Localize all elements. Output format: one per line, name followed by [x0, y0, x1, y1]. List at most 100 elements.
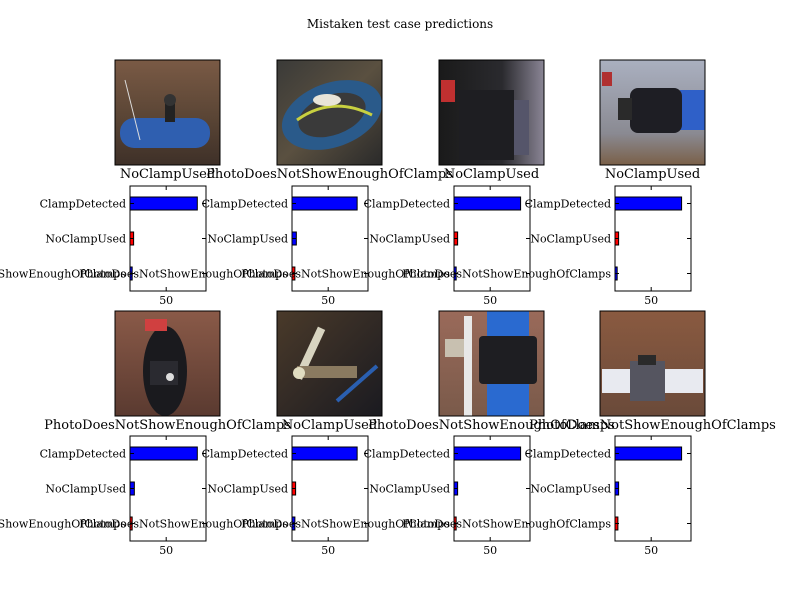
- red-part-shape: [145, 319, 167, 331]
- blue-pipe-shape: [335, 364, 379, 403]
- ytick-label: PhotoDoesNotShowEnoughOfClamps: [0, 518, 126, 531]
- wire-shape: [124, 79, 141, 141]
- photo-background: [277, 311, 382, 416]
- photo-true-label: PhotoDoesNotShowEnoughOfClamps: [529, 418, 776, 433]
- sample-photo: [438, 310, 545, 417]
- photo-frame: [438, 59, 545, 166]
- ytick-label: ClampDetected: [202, 448, 288, 461]
- ytick-label: NoClampUsed: [207, 233, 288, 246]
- white-pipe-shape: [464, 316, 472, 416]
- ytick-label: PhotoDoesNotShowEnoughOfClamps: [241, 268, 450, 281]
- xtick-label: 50: [159, 294, 173, 307]
- photo-frame: [114, 59, 221, 166]
- probability-bar: [291, 446, 358, 461]
- fitting-shape: [150, 361, 178, 385]
- ytick-label: ClampDetected: [525, 448, 611, 461]
- flange-shape: [514, 100, 529, 155]
- sample-photo: [438, 59, 545, 166]
- ytick-label: ClampDetected: [364, 448, 450, 461]
- pipe-shape: [120, 118, 210, 148]
- photo-frame: [438, 310, 545, 417]
- prediction-bar-chart: ClampDetected NoClampUsed PhotoDoesNotShow…: [241, 435, 531, 557]
- valve-shape: [165, 100, 175, 122]
- photo-true-label: NoClampUsed: [282, 418, 377, 433]
- sample-photo: [276, 310, 383, 417]
- valve-handle-shape: [164, 94, 176, 106]
- tape-shape: [296, 104, 373, 122]
- valve-shape: [297, 366, 357, 378]
- ytick-label: PhotoDoesNotShowEnoughOfClamps: [79, 518, 288, 531]
- ytick-label: NoClampUsed: [369, 483, 450, 496]
- ytick-label: NoClampUsed: [369, 233, 450, 246]
- prediction-bar-chart: ClampDetected NoClampUsed PhotoDoesNotShow…: [402, 435, 692, 557]
- coupling-shape: [479, 336, 537, 384]
- probability-bar: [129, 446, 198, 461]
- prediction-bar-chart: ClampDetected NoClampUsed PhotoDoesNotShow…: [79, 435, 369, 557]
- prediction-bar-chart: ClampDetected NoClampUsed PhotoDoesNotShow…: [0, 435, 207, 557]
- fitting-shape: [459, 90, 514, 160]
- clamp-shape: [630, 361, 665, 401]
- ytick-label: ClampDetected: [525, 198, 611, 211]
- ytick-label: PhotoDoesNotShowEnoughOfClamps: [0, 268, 126, 281]
- photo-true-label: PhotoDoesNotShowEnoughOfClamps: [44, 418, 291, 433]
- ytick-label: NoClampUsed: [530, 483, 611, 496]
- photo-frame: [114, 310, 221, 417]
- xtick-label: 50: [644, 294, 658, 307]
- xtick-label: 50: [483, 544, 497, 557]
- sample-photo: [276, 59, 383, 166]
- fitting-shape: [618, 98, 632, 120]
- probability-bar: [291, 196, 358, 211]
- ytick-label: NoClampUsed: [530, 233, 611, 246]
- photo-true-label: NoClampUsed: [444, 167, 539, 182]
- pipe-shape: [680, 90, 705, 130]
- photo-frame: [276, 310, 383, 417]
- bolt-shape: [638, 355, 656, 365]
- photo-frame: [276, 59, 383, 166]
- probability-bar: [614, 196, 683, 211]
- xtick-label: 50: [321, 544, 335, 557]
- prediction-bar-chart: ClampDetected NoClampUsed PhotoDoesNotShow…: [79, 185, 369, 307]
- ytick-label: NoClampUsed: [207, 483, 288, 496]
- ytick-label: PhotoDoesNotShowEnoughOfClamps: [402, 268, 611, 281]
- prediction-bar-chart: ClampDetected NoClampUsed PhotoDoesNotShow…: [0, 185, 207, 307]
- probability-bar: [129, 196, 198, 211]
- highlight-shape: [313, 94, 341, 106]
- ytick-label: ClampDetected: [364, 198, 450, 211]
- ytick-label: ClampDetected: [202, 198, 288, 211]
- sample-photo: [114, 59, 221, 166]
- ytick-label: ClampDetected: [40, 198, 126, 211]
- prediction-bar-chart: ClampDetected NoClampUsed PhotoDoesNotShow…: [402, 185, 692, 307]
- handle-shape: [293, 367, 305, 379]
- probability-bar: [614, 446, 683, 461]
- ytick-label: PhotoDoesNotShowEnoughOfClamps: [402, 518, 611, 531]
- sample-photo: [599, 59, 706, 166]
- sample-photo: [599, 310, 706, 417]
- xtick-label: 50: [159, 544, 173, 557]
- clamp-shape: [630, 88, 682, 133]
- probability-bar: [453, 446, 522, 461]
- photo-true-label: NoClampUsed: [120, 167, 215, 182]
- bolt-shape: [166, 373, 174, 381]
- xtick-label: 50: [321, 294, 335, 307]
- photo-frame: [599, 59, 706, 166]
- ytick-label: ClampDetected: [40, 448, 126, 461]
- photo-true-label: PhotoDoesNotShowEnoughOfClamps: [368, 418, 615, 433]
- xtick-label: 50: [483, 294, 497, 307]
- prediction-bar-chart: ClampDetected NoClampUsed PhotoDoesNotShow…: [241, 185, 531, 307]
- wrap-shape: [298, 92, 366, 138]
- xtick-label: 50: [644, 544, 658, 557]
- red-part-shape: [441, 80, 455, 102]
- figure-title: Mistaken test case predictions: [306, 17, 494, 31]
- ytick-label: NoClampUsed: [45, 233, 126, 246]
- sample-photo: [114, 310, 221, 417]
- photo-true-label: NoClampUsed: [605, 167, 700, 182]
- photo-frame: [599, 310, 706, 417]
- photo-true-label: PhotoDoesNotShowEnoughOfClamps: [206, 167, 453, 182]
- probability-bar: [453, 196, 522, 211]
- ytick-label: NoClampUsed: [45, 483, 126, 496]
- ytick-label: PhotoDoesNotShowEnoughOfClamps: [79, 268, 288, 281]
- fitting-shape: [445, 339, 465, 357]
- ytick-label: PhotoDoesNotShowEnoughOfClamps: [241, 518, 450, 531]
- red-part-shape: [602, 72, 612, 86]
